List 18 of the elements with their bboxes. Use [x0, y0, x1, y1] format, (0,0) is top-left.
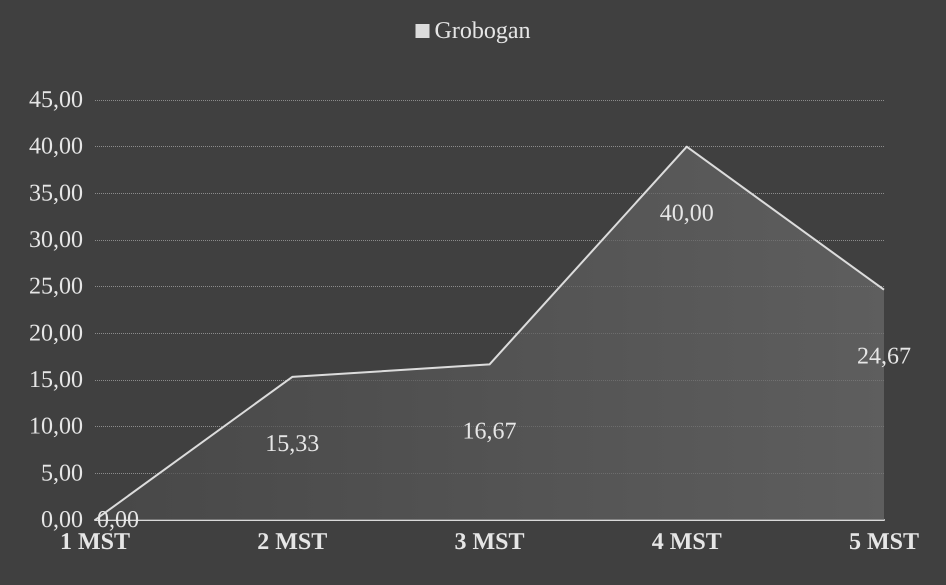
y-tick-label: 5,00 — [41, 460, 83, 486]
y-tick-label: 35,00 — [29, 180, 83, 206]
text: 24,67 — [857, 344, 911, 370]
x-tick-label: 3 MST — [454, 529, 525, 555]
y-tick-label: 10,00 — [29, 414, 83, 440]
x-tick-label: 5 MST — [848, 529, 920, 555]
y-tick-label: 20,00 — [29, 320, 83, 346]
y-tick-label: 30,00 — [29, 227, 83, 253]
x-tick-label: 4 MST — [652, 529, 722, 555]
y-tick-label: 40,00 — [29, 134, 83, 160]
y-tick-label: 45,00 — [29, 87, 83, 113]
y-tick-label: 25,00 — [29, 274, 83, 300]
text: 15,33 — [265, 430, 320, 457]
text: 40,00 — [660, 200, 714, 227]
y-tick-label: 15,00 — [29, 367, 83, 393]
x-tick-label: 2 MST — [257, 529, 328, 555]
legend-label: Grobogan — [434, 18, 530, 44]
text: 16,67 — [462, 418, 516, 444]
